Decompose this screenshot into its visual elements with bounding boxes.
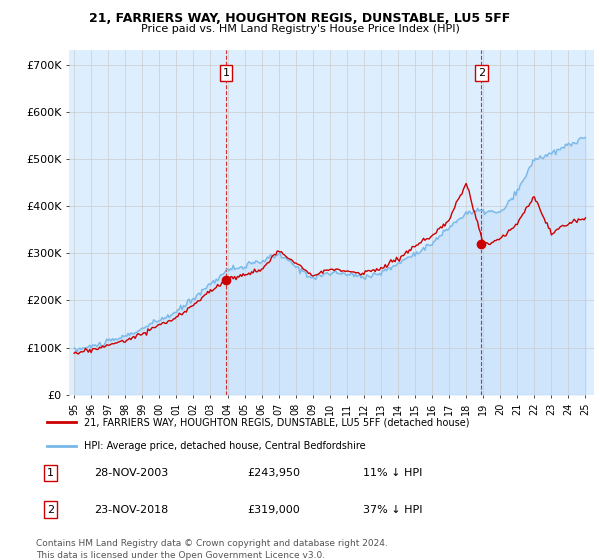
Text: 1: 1 — [47, 468, 54, 478]
Text: 2: 2 — [47, 505, 55, 515]
Text: 2: 2 — [478, 68, 485, 78]
Text: 11% ↓ HPI: 11% ↓ HPI — [364, 468, 423, 478]
Text: 21, FARRIERS WAY, HOUGHTON REGIS, DUNSTABLE, LU5 5FF: 21, FARRIERS WAY, HOUGHTON REGIS, DUNSTA… — [89, 12, 511, 25]
Text: 21, FARRIERS WAY, HOUGHTON REGIS, DUNSTABLE, LU5 5FF (detached house): 21, FARRIERS WAY, HOUGHTON REGIS, DUNSTA… — [83, 417, 469, 427]
Text: £243,950: £243,950 — [247, 468, 300, 478]
Text: Price paid vs. HM Land Registry's House Price Index (HPI): Price paid vs. HM Land Registry's House … — [140, 24, 460, 34]
Text: 28-NOV-2003: 28-NOV-2003 — [94, 468, 169, 478]
Text: 1: 1 — [223, 68, 229, 78]
Text: HPI: Average price, detached house, Central Bedfordshire: HPI: Average price, detached house, Cent… — [83, 441, 365, 451]
Text: 37% ↓ HPI: 37% ↓ HPI — [364, 505, 423, 515]
Text: 23-NOV-2018: 23-NOV-2018 — [94, 505, 169, 515]
Text: £319,000: £319,000 — [247, 505, 300, 515]
Text: Contains HM Land Registry data © Crown copyright and database right 2024.
This d: Contains HM Land Registry data © Crown c… — [36, 539, 388, 559]
